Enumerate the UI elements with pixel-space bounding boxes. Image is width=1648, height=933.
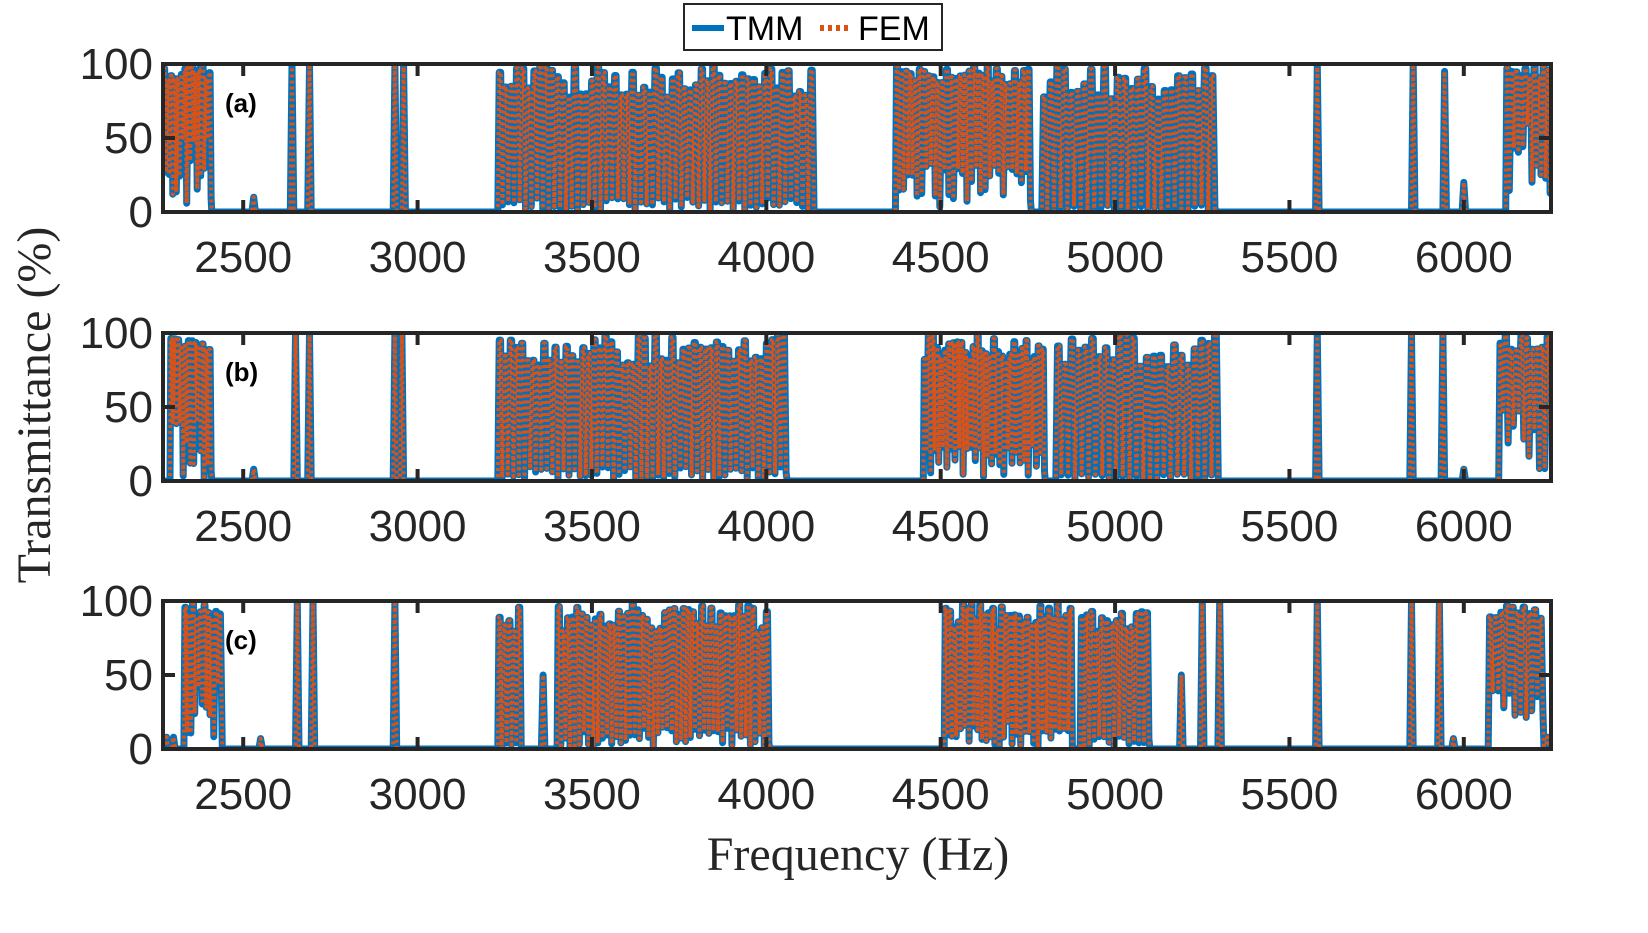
x-tick-label: 5500 [1240,770,1338,819]
x-tick-label: 4500 [892,770,990,819]
series-line-fem [163,331,1551,483]
legend-label-fem: FEM [858,10,930,48]
x-tick-label: 6000 [1415,770,1513,819]
y-tick-label: 0 [129,457,153,506]
x-tick-label: 2500 [194,502,292,551]
y-tick-label: 50 [104,114,153,163]
panels-group: 2500 3000 3500 4000 4500 5000 5500 6000050100(a… [80,40,1553,819]
x-tick-label: 5000 [1066,770,1164,819]
x-tick-label: 3500 [543,233,641,282]
x-tick-label: 3000 [369,770,467,819]
legend: TMM FEM [683,3,943,51]
legend-box [683,3,943,51]
panel-2: 2500 3000 3500 4000 4500 5000 5500 6000 0 50 100 (b… [80,309,1553,551]
y-axis-title: Transmittance (%) [8,227,61,584]
curves [163,62,1551,214]
x-tick-label: 3500 [543,502,641,551]
x-tick-label: 6000 [1415,233,1513,282]
panel-1: 2500 3000 3500 4000 4500 5000 5500 6000 0 50 100 (a… [80,40,1553,282]
x-tick-label: 4000 [717,233,815,282]
x-tick-label: 5000 [1066,502,1164,551]
x-tick-label: 4000 [717,770,815,819]
x-tick-label: 3500 [543,770,641,819]
series-line-fem [163,599,1551,751]
x-tick-label: 2500 [194,233,292,282]
x-tick-label: 4000 [717,502,815,551]
panel-label: (c) [225,625,257,655]
x-tick-label: 4500 [892,233,990,282]
legend-label-tmm: TMM [726,10,803,48]
x-tick-label: 2500 [194,770,292,819]
y-tick-label: 0 [129,188,153,237]
x-tick-label: 3000 [369,502,467,551]
panel-label: (a) [225,88,257,118]
y-tick-label: 100 [80,309,153,358]
plot-area [163,64,1551,212]
panel-label: (b) [225,357,258,387]
plot-area [163,333,1551,481]
panel-3: 2500 3000 3500 4000 4500 5000 5500 6000 0 50 100 (c… [80,577,1553,819]
y-tick-label: 0 [129,725,153,774]
x-tick-label: 5000 [1066,233,1164,282]
series-line-fem [163,62,1551,214]
x-tick-label: 5500 [1240,502,1338,551]
y-tick-label: 100 [80,40,153,89]
x-tick-label: 3000 [369,233,467,282]
y-tick-label: 50 [104,651,153,700]
y-tick-label: 100 [80,577,153,626]
x-tick-label: 5500 [1240,233,1338,282]
plot-area [163,601,1551,749]
y-tick-label: 50 [104,383,153,432]
curves [163,331,1551,483]
x-tick-label: 4500 [892,502,990,551]
x-axis-title: Frequency (Hz) [707,828,1010,881]
x-tick-label: 6000 [1415,502,1513,551]
